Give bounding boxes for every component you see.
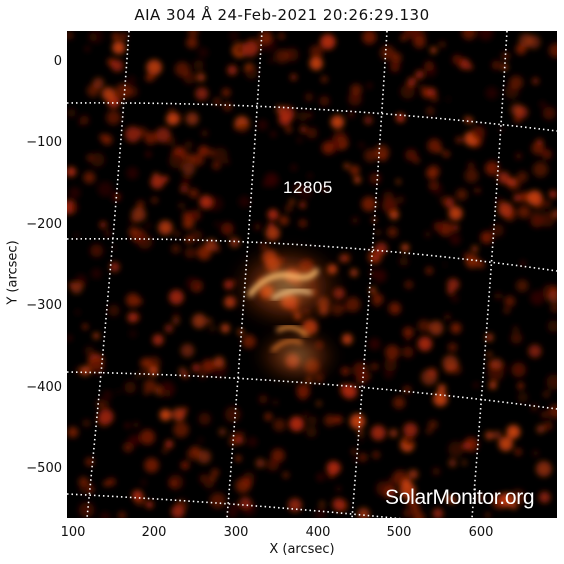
- chromospheric-network: [67, 31, 557, 518]
- x-tick-label: 200: [141, 525, 167, 540]
- y-tick-label: −400: [26, 380, 62, 395]
- y-axis-label: Y (arcsec): [5, 240, 21, 305]
- active-region-emission: [227, 241, 347, 386]
- heliographic-grid: [67, 31, 557, 518]
- x-tick-label: 100: [60, 525, 86, 540]
- active-region-label: 12805: [283, 178, 333, 197]
- solar-emission-image: [67, 31, 557, 518]
- y-tick-label: −500: [26, 461, 62, 476]
- solar-image-panel: [67, 31, 557, 518]
- watermark-logo: SolarMonitor.org: [385, 486, 535, 509]
- y-tick-label: −100: [26, 135, 62, 150]
- y-tick-label: 0: [53, 54, 62, 69]
- image-title: AIA 304 Å 24-Feb-2021 20:26:29.130: [134, 6, 430, 24]
- y-tick-label: −200: [26, 217, 62, 232]
- x-axis-label: X (arcsec): [269, 542, 335, 557]
- x-tick-label: 600: [468, 525, 494, 540]
- y-tick-label: −300: [26, 298, 62, 313]
- x-tick-label: 400: [305, 525, 331, 540]
- x-tick-label: 500: [386, 525, 412, 540]
- x-tick-label: 300: [223, 525, 249, 540]
